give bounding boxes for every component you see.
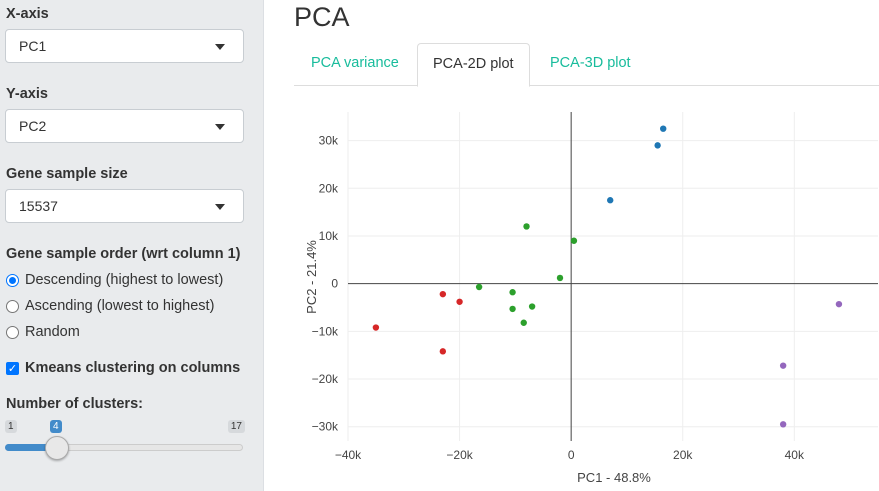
order-option-random[interactable]: Random: [6, 322, 80, 342]
order-option-descending[interactable]: Descending (highest to lowest): [6, 270, 223, 290]
gene-size-select-value: 15537: [19, 198, 58, 214]
tab-pca-2d-plot[interactable]: PCA-2D plot: [417, 43, 530, 87]
yaxis-label: Y-axis: [6, 86, 48, 102]
x-tick-label: 0: [568, 448, 575, 462]
main-panel: PCA PCA variance PCA-2D plot PCA-3D plot…: [264, 0, 879, 491]
yaxis-select-value: PC2: [19, 118, 47, 134]
data-points: [372, 125, 843, 428]
order-option-ascending[interactable]: Ascending (lowest to highest): [6, 296, 214, 316]
gene-size-label: Gene sample size: [6, 166, 128, 182]
data-point-cluster-2: [509, 289, 516, 296]
clusters-label: Number of clusters:: [6, 396, 143, 412]
slider-max-label: 17: [227, 420, 245, 433]
pca-2d-scatter-plot[interactable]: −40k −20k 0 20k 40k −30k −20k −10k 0 10k 20k 30k PC…: [264, 0, 879, 491]
tab-bar: PCA variance PCA-2D plot PCA-3D plot: [294, 43, 879, 87]
gene-size-select[interactable]: 15537: [5, 189, 244, 223]
data-point-cluster-2: [528, 303, 536, 310]
data-point-cluster-1: [607, 197, 614, 204]
data-point-cluster-2: [520, 319, 527, 326]
y-tick-label: 30k: [319, 134, 339, 148]
grid-lines: [347, 112, 878, 441]
slider-fill: [5, 444, 57, 451]
y-tick-label: −30k: [312, 420, 339, 434]
slider-min-label: 1: [5, 420, 17, 433]
order-option-label: Random: [25, 324, 80, 340]
order-option-label: Ascending (lowest to highest): [25, 298, 215, 314]
x-tick-label: −40k: [335, 448, 362, 462]
data-point-cluster-3: [439, 290, 447, 298]
y-tick-label: 20k: [319, 181, 339, 195]
data-point-cluster-4: [779, 421, 787, 428]
y-tick-label: 10k: [319, 229, 339, 243]
slider-handle[interactable]: [45, 436, 69, 460]
data-point-cluster-2: [475, 283, 483, 291]
axes: [348, 112, 878, 441]
data-point-cluster-4: [779, 362, 787, 369]
radio-random[interactable]: [6, 325, 19, 339]
page-title: PCA: [294, 2, 350, 32]
data-point-cluster-2: [556, 274, 564, 282]
y-tick-label: 0: [331, 277, 338, 291]
clusters-slider[interactable]: 1 4 17: [5, 418, 245, 468]
data-point-cluster-3: [456, 298, 463, 305]
radio-ascending[interactable]: [6, 299, 19, 313]
order-label: Gene sample order (wrt column 1): [6, 246, 241, 262]
chevron-down-icon: [215, 44, 225, 50]
kmeans-label: Kmeans clustering on columns: [25, 360, 241, 376]
yaxis-select[interactable]: PC2: [5, 109, 244, 143]
chevron-down-icon: [215, 124, 225, 130]
tick-labels: −40k −20k 0 20k 40k −30k −20k −10k 0 10k 20k 30k: [312, 134, 805, 462]
data-point-cluster-2: [523, 223, 530, 230]
slider-current-label: 4: [50, 420, 62, 433]
sidebar: X-axis PC1 Y-axis PC2 Gene sample size 1…: [0, 0, 264, 491]
xaxis-select-value: PC1: [19, 38, 47, 54]
data-point-cluster-4: [835, 300, 843, 308]
x-axis-label: PC1 - 48.8%: [577, 470, 651, 485]
y-axis-label: PC2 - 21.4%: [304, 240, 319, 314]
y-tick-label: −20k: [312, 372, 339, 386]
data-point-cluster-2: [570, 237, 578, 244]
tab-pca-variance[interactable]: PCA variance: [311, 55, 399, 71]
data-point-cluster-2: [509, 305, 516, 313]
x-tick-label: 20k: [673, 448, 693, 462]
y-tick-label: −10k: [312, 324, 339, 338]
data-point-cluster-1: [654, 142, 661, 149]
tab-pca-3d-plot[interactable]: PCA-3D plot: [550, 55, 631, 71]
order-option-label: Descending (highest to lowest): [25, 272, 224, 288]
x-tick-label: 40k: [785, 448, 805, 462]
kmeans-checkbox-row[interactable]: ✓ Kmeans clustering on columns: [6, 358, 240, 378]
data-point-cluster-3: [439, 348, 447, 355]
x-tick-label: −20k: [446, 448, 473, 462]
data-point-cluster-3: [372, 324, 380, 331]
data-point-cluster-1: [660, 125, 667, 132]
xaxis-label: X-axis: [6, 6, 49, 22]
chevron-down-icon: [215, 204, 225, 210]
checkbox-checked-icon[interactable]: ✓: [6, 361, 19, 375]
radio-descending[interactable]: [6, 273, 19, 287]
xaxis-select[interactable]: PC1: [5, 29, 244, 63]
